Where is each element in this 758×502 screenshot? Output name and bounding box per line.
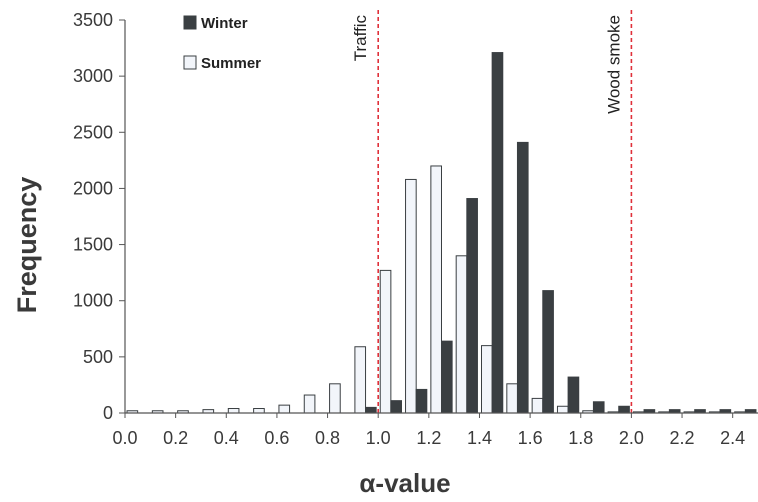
x-axis-ticks: 0.0 0.2 0.4 0.6 0.8 1.0 1.2 1.4 1.6 1.8 2.0 2.2 2.4 [112, 413, 745, 448]
x-tick-label: 1.0 [366, 428, 391, 448]
summer-bar [506, 383, 518, 414]
x-tick-label: 0.8 [315, 428, 340, 448]
x-tick-label: 1.6 [518, 428, 543, 448]
x-tick-label: 0.2 [163, 428, 188, 448]
legend-label-winter: Winter [201, 15, 248, 32]
y-axis-title: Frequency [12, 177, 42, 314]
summer-bar [556, 405, 569, 414]
x-tick-label: 2.2 [670, 428, 695, 448]
winter-bar [491, 52, 504, 414]
winter-bar [516, 141, 529, 414]
y-tick-label: 0 [103, 403, 113, 423]
y-tick-label: 1500 [73, 235, 113, 255]
winter-bar [365, 406, 377, 414]
x-axis-title: α-value [359, 468, 450, 498]
x-tick-label: 2.4 [720, 428, 745, 448]
summer-bar [405, 178, 417, 414]
bars [126, 52, 757, 414]
summer-bar [227, 408, 240, 414]
x-tick-label: 0.0 [112, 428, 137, 448]
annotation-labels: Traffic Wood smoke [351, 15, 623, 114]
summer-bar [329, 383, 341, 414]
winter-bar [542, 290, 554, 414]
winter-bar [390, 400, 402, 414]
y-tick-label: 2500 [73, 122, 113, 142]
annotation-label: Traffic [351, 15, 370, 62]
summer-bar [531, 397, 544, 414]
annotation-label: Wood smoke [604, 15, 623, 114]
x-tick-label: 2.0 [619, 428, 644, 448]
legend: Winter Summer [183, 15, 261, 72]
summer-bar [481, 345, 493, 414]
winter-bar [567, 376, 580, 414]
x-tick-label: 1.4 [467, 428, 492, 448]
x-tick-label: 0.6 [264, 428, 289, 448]
summer-bar [379, 269, 392, 414]
y-axis-ticks: 0 500 1000 1500 2000 2500 3000 3500 [73, 10, 125, 423]
winter-bar [415, 388, 428, 414]
axes [124, 20, 758, 414]
summer-bar [455, 255, 468, 414]
summer-bar [278, 404, 291, 414]
y-tick-label: 2000 [73, 178, 113, 198]
legend-swatch-winter [183, 15, 197, 30]
y-tick-label: 3000 [73, 66, 113, 86]
x-tick-label: 1.8 [568, 428, 593, 448]
y-tick-label: 1000 [73, 291, 113, 311]
winter-bar [592, 401, 605, 414]
winter-bar [466, 198, 478, 414]
summer-bar [354, 346, 367, 414]
x-tick-label: 1.2 [416, 428, 441, 448]
winter-bar [618, 405, 630, 414]
legend-label-summer: Summer [201, 55, 261, 72]
summer-bar [430, 165, 443, 414]
y-tick-label: 500 [83, 347, 113, 367]
y-tick-label: 3500 [73, 10, 113, 30]
legend-swatch-summer [183, 55, 197, 70]
x-tick-label: 0.4 [214, 428, 239, 448]
winter-bar [441, 340, 453, 414]
summer-bar [303, 394, 316, 414]
summer-bar [253, 408, 265, 414]
